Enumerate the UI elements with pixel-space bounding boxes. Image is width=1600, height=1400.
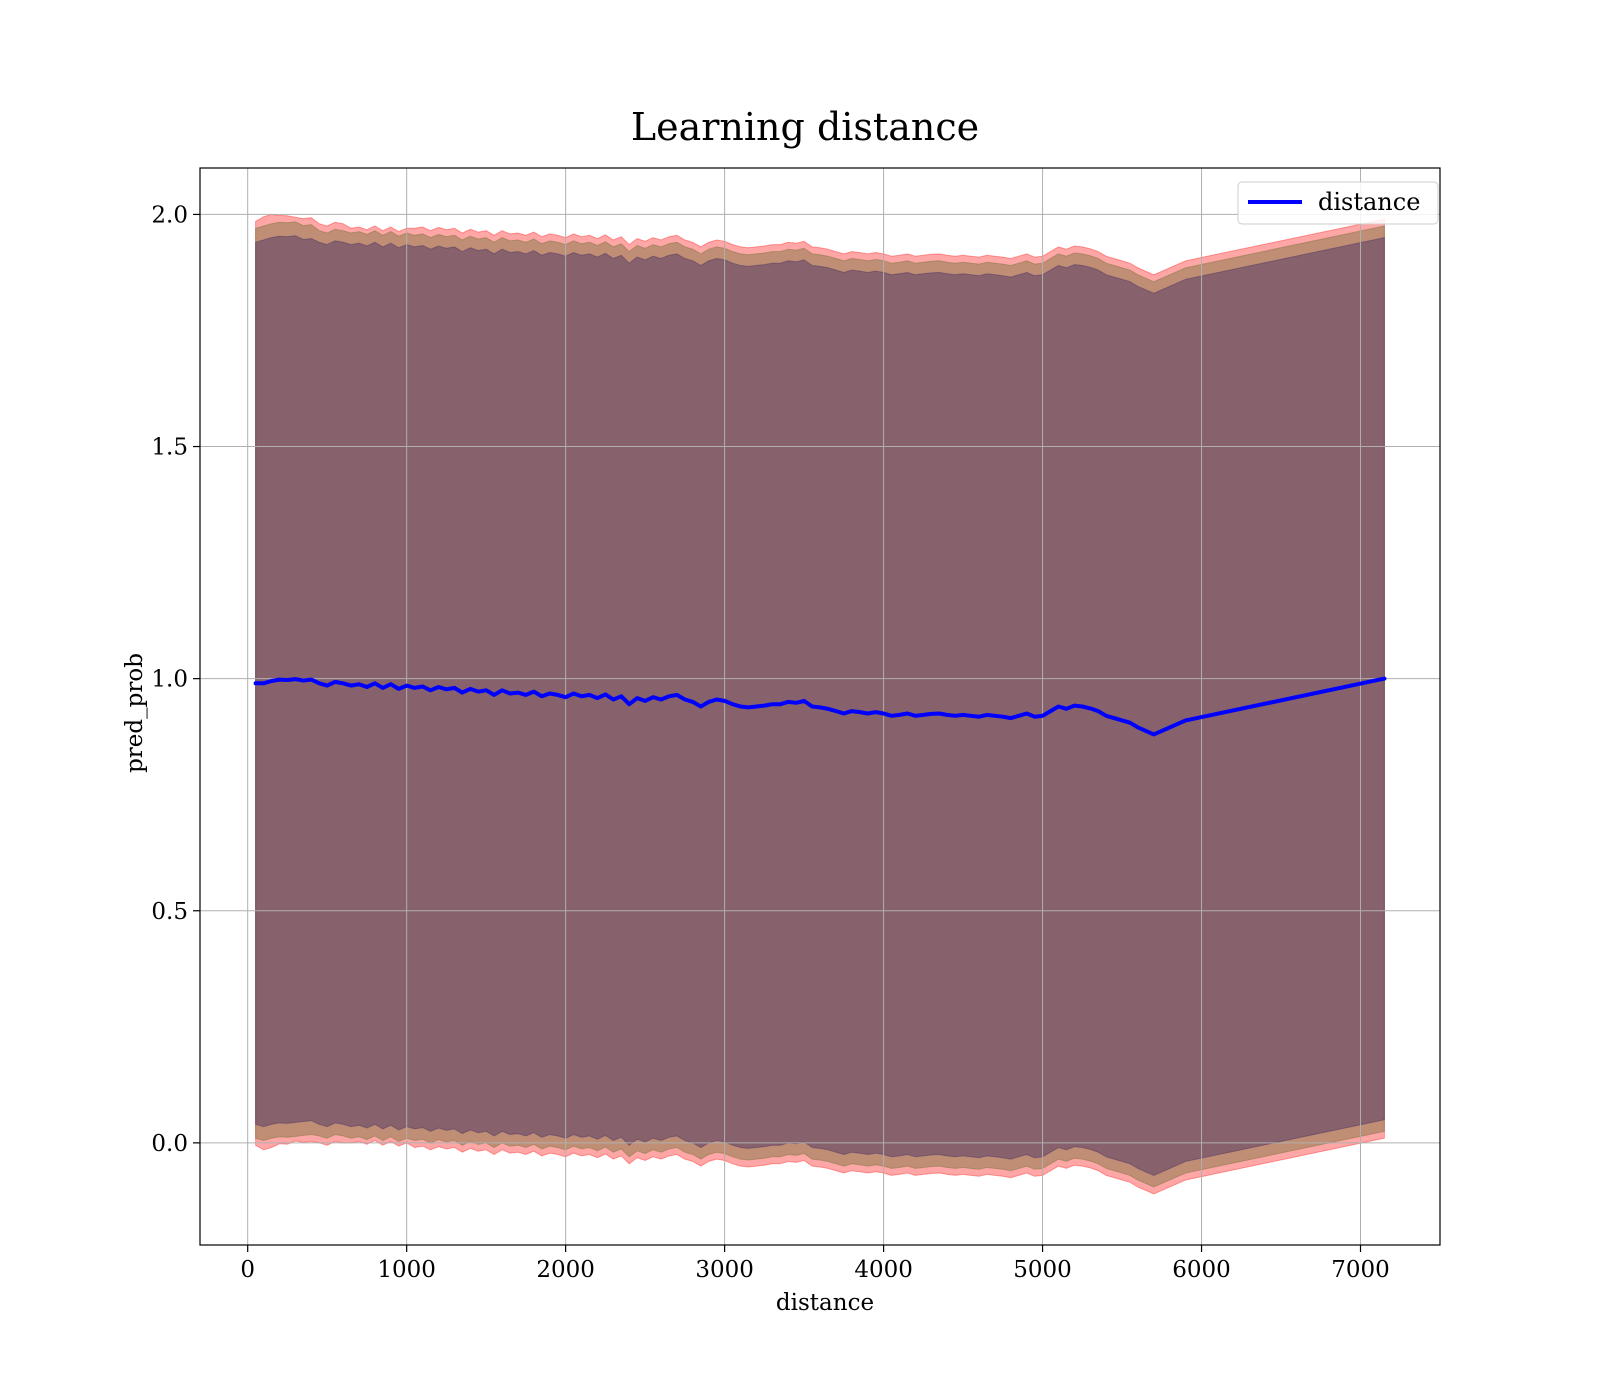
x-tick-label-7: 7000 xyxy=(1331,1257,1390,1283)
series-lines xyxy=(253,676,1387,737)
y-tick-label-3: 1.5 xyxy=(151,435,188,461)
legend-box xyxy=(1237,181,1439,225)
y-tick-label-1: 0.5 xyxy=(151,899,188,925)
legend-label-distance: distance xyxy=(1318,188,1420,216)
x-tick-label-2: 2000 xyxy=(536,1257,595,1283)
y-tick-label-2: 1.0 xyxy=(151,667,188,693)
x-tick-label-3: 3000 xyxy=(695,1257,754,1283)
legend[interactable]: distance xyxy=(1237,181,1439,225)
confidence-bands xyxy=(255,213,1385,1195)
x-tick-label-0: 0 xyxy=(240,1257,255,1283)
x-axis-ticks: 0 1000 2000 3000 4000 5000 6000 7000 xyxy=(240,1245,1390,1283)
x-tick-label-5: 5000 xyxy=(1013,1257,1072,1283)
grid-lines xyxy=(200,168,1440,1245)
x-tick-label-1: 1000 xyxy=(377,1257,436,1283)
series-line-distance xyxy=(253,676,1387,737)
axes-frame xyxy=(199,167,1441,1246)
y-tick-label-0: 0.0 xyxy=(151,1131,188,1157)
y-axis-label: pred_prob xyxy=(122,653,148,773)
x-axis-label: distance xyxy=(776,1290,874,1316)
x-tick-label-6: 6000 xyxy=(1172,1257,1231,1283)
y-axis-ticks: 0.0 0.5 1.0 1.5 2.0 xyxy=(151,202,200,1157)
plot-area: 0 1000 2000 3000 4000 5000 6000 7000 0.0 0.5 1.0 1… xyxy=(151,167,1441,1283)
x-tick-label-4: 4000 xyxy=(854,1257,913,1283)
chart-title: Learning distance xyxy=(631,105,979,149)
y-tick-label-4: 2.0 xyxy=(151,202,188,228)
